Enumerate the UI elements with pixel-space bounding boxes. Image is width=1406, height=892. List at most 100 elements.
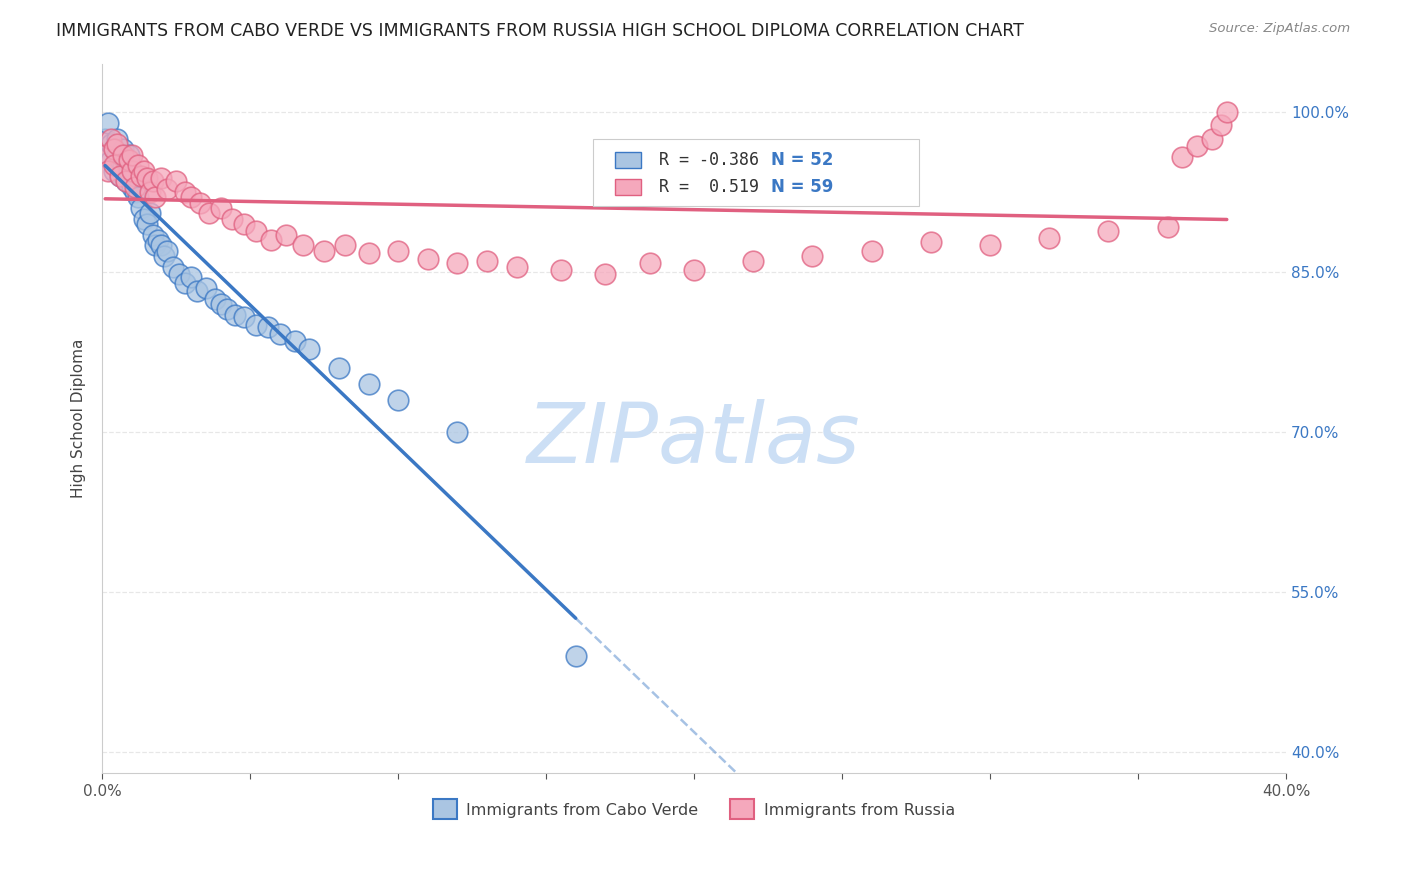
Point xyxy=(105,131,128,145)
Bar xyxy=(614,153,641,168)
Point xyxy=(638,256,661,270)
Point xyxy=(108,169,131,183)
Point xyxy=(97,163,120,178)
Point xyxy=(121,147,143,161)
Point xyxy=(129,201,152,215)
Point xyxy=(100,136,122,151)
Point xyxy=(357,376,380,391)
Point xyxy=(108,153,131,167)
Point xyxy=(141,174,163,188)
FancyBboxPatch shape xyxy=(593,138,920,206)
Point xyxy=(683,263,706,277)
Point xyxy=(105,147,128,161)
Point xyxy=(103,142,125,156)
Point xyxy=(138,206,160,220)
Point xyxy=(118,153,141,167)
Point xyxy=(103,163,125,178)
Point xyxy=(1209,118,1232,132)
Y-axis label: High School Diploma: High School Diploma xyxy=(72,339,86,499)
Point xyxy=(111,158,134,172)
Point xyxy=(328,360,350,375)
Point xyxy=(132,163,155,178)
Point xyxy=(209,201,232,215)
Point xyxy=(111,147,134,161)
Point xyxy=(1156,220,1178,235)
Point xyxy=(121,163,143,178)
Point xyxy=(357,245,380,260)
Point xyxy=(333,238,356,252)
Point xyxy=(1171,150,1194,164)
Point xyxy=(1185,139,1208,153)
Point xyxy=(145,238,167,252)
Point xyxy=(550,263,572,277)
Point xyxy=(180,190,202,204)
Point xyxy=(97,116,120,130)
Point xyxy=(127,190,149,204)
Point xyxy=(174,276,197,290)
Point xyxy=(129,169,152,183)
Point xyxy=(103,142,125,156)
Point xyxy=(124,185,146,199)
Point xyxy=(801,249,824,263)
Point xyxy=(121,163,143,178)
Point xyxy=(145,190,167,204)
Point xyxy=(233,217,256,231)
Point xyxy=(387,244,409,258)
Point xyxy=(167,267,190,281)
Point xyxy=(1097,224,1119,238)
Point xyxy=(475,254,498,268)
Point xyxy=(197,206,219,220)
Point xyxy=(387,392,409,407)
Point xyxy=(257,320,280,334)
Point xyxy=(274,227,297,242)
Point xyxy=(979,238,1001,252)
Point xyxy=(103,158,125,172)
Point xyxy=(111,142,134,156)
Point xyxy=(180,270,202,285)
Point xyxy=(224,308,246,322)
Point xyxy=(150,238,173,252)
Point xyxy=(94,131,117,145)
Point xyxy=(204,292,226,306)
Point xyxy=(174,185,197,199)
Point xyxy=(221,211,243,226)
Point xyxy=(156,244,179,258)
Point xyxy=(94,147,117,161)
Point xyxy=(115,174,138,188)
Point xyxy=(141,227,163,242)
Point xyxy=(1216,105,1239,120)
Legend: Immigrants from Cabo Verde, Immigrants from Russia: Immigrants from Cabo Verde, Immigrants f… xyxy=(426,793,962,825)
Point xyxy=(156,182,179,196)
Point xyxy=(150,171,173,186)
Point xyxy=(138,185,160,199)
Point xyxy=(505,260,527,274)
Point xyxy=(105,136,128,151)
Point xyxy=(124,169,146,183)
Point xyxy=(121,179,143,194)
Point xyxy=(115,174,138,188)
Point xyxy=(314,244,336,258)
Text: ZIPatlas: ZIPatlas xyxy=(527,400,860,481)
Point xyxy=(1201,131,1223,145)
Point xyxy=(194,281,217,295)
Point xyxy=(292,238,315,252)
Point xyxy=(920,235,942,249)
Point xyxy=(148,233,170,247)
Point xyxy=(260,233,283,247)
Point xyxy=(165,174,187,188)
Text: R =  0.519: R = 0.519 xyxy=(658,178,759,196)
Point xyxy=(118,147,141,161)
Point xyxy=(108,169,131,183)
Point xyxy=(595,267,617,281)
Point xyxy=(153,249,176,263)
Point xyxy=(564,648,586,663)
Point xyxy=(135,171,157,186)
Point xyxy=(100,153,122,167)
Point xyxy=(186,284,208,298)
Point xyxy=(127,158,149,172)
Text: R = -0.386: R = -0.386 xyxy=(658,151,759,169)
Point xyxy=(209,297,232,311)
Point xyxy=(446,425,468,439)
Point xyxy=(118,163,141,178)
Point xyxy=(162,260,184,274)
